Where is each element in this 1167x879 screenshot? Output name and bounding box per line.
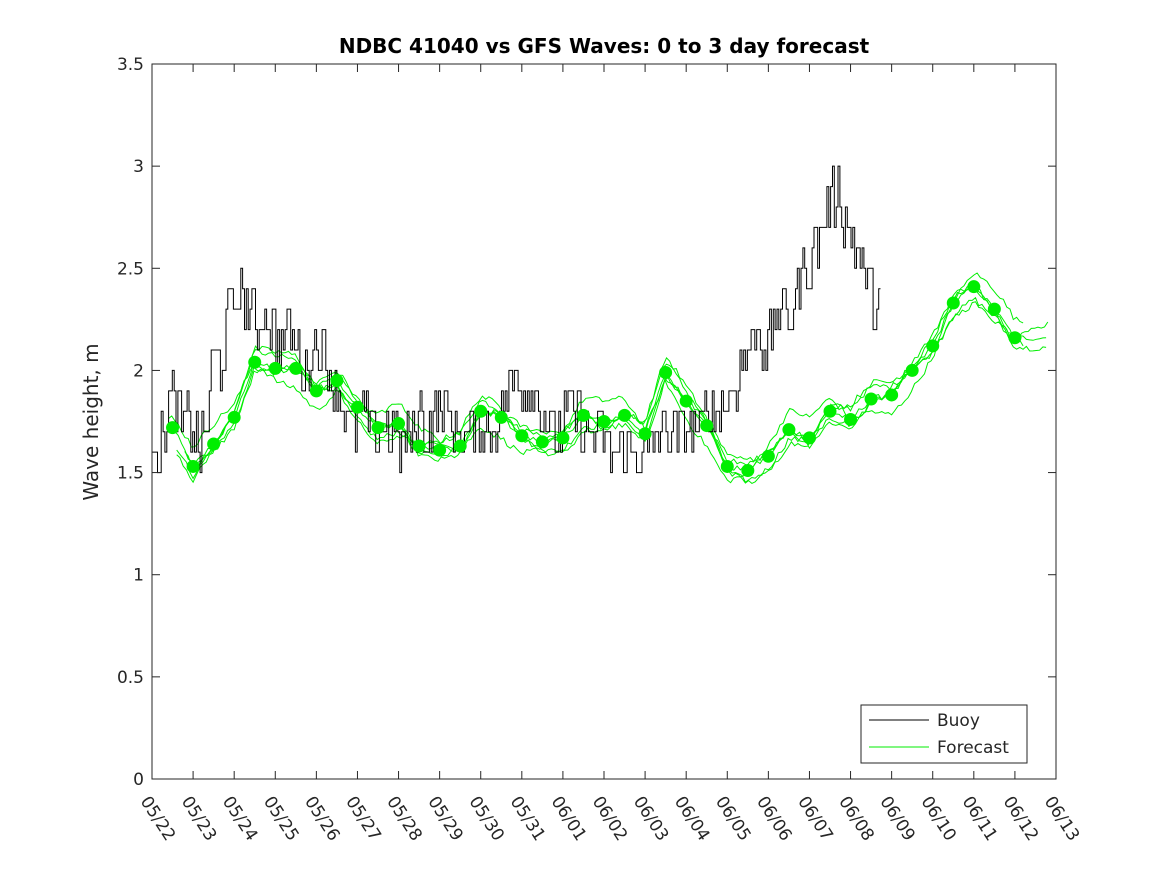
forecast-line (184, 280, 1047, 470)
forecast-point (433, 443, 447, 457)
y-tick-label: 3 (133, 157, 144, 177)
y-tick-label: 1 (133, 566, 144, 586)
forecast-point (186, 459, 200, 473)
forecast-point (268, 361, 282, 375)
forecast-point (330, 374, 344, 388)
legend-box (860, 704, 1028, 764)
forecast-point (987, 302, 1001, 316)
forecast-line (176, 301, 1049, 484)
chart-title: NDBC 41040 vs GFS Waves: 0 to 3 day fore… (339, 34, 870, 58)
forecast-point (309, 384, 323, 398)
forecast-point (207, 437, 221, 451)
forecast-point (556, 431, 570, 445)
legend-forecast-label: Forecast (937, 738, 1009, 758)
forecast-point (638, 427, 652, 441)
forecast-point (844, 412, 858, 426)
forecast-point (248, 355, 262, 369)
y-tick-label: 3.5 (117, 55, 144, 75)
forecast-point (515, 429, 529, 443)
forecast-point (761, 449, 775, 463)
y-tick-label: 0 (133, 770, 144, 790)
y-tick-label: 2.5 (117, 259, 144, 279)
forecast-point (926, 339, 940, 353)
forecast-point (679, 394, 693, 408)
forecast-point (864, 392, 878, 406)
forecast-point (967, 280, 981, 294)
forecast-point (700, 419, 714, 433)
forecast-line (168, 272, 1024, 484)
forecast-point (371, 421, 385, 435)
forecast-point (659, 365, 673, 379)
legend: Buoy Forecast (860, 704, 1028, 764)
forecast-point (453, 439, 467, 453)
forecast-point (741, 464, 755, 478)
forecast-point (227, 410, 241, 424)
forecast-point (597, 415, 611, 428)
y-axis-label: Wave height, m (79, 343, 103, 500)
forecast-point (1008, 331, 1022, 345)
forecast-point (576, 408, 590, 422)
y-tick-label: 2 (133, 361, 144, 381)
forecast-point (535, 435, 549, 449)
forecast-point (823, 404, 837, 418)
forecast-point (946, 296, 960, 310)
forecast-point (166, 421, 180, 435)
y-tick-label: 0.5 (117, 668, 144, 688)
legend-buoy-label: Buoy (937, 711, 980, 731)
forecast-point (289, 361, 303, 375)
forecast-point (494, 410, 508, 424)
forecast-point (618, 408, 632, 422)
forecast-point (905, 363, 919, 377)
forecast-point (350, 400, 364, 414)
forecast-point (412, 439, 426, 453)
forecast-point (474, 404, 488, 418)
forecast-point (720, 459, 734, 473)
forecast-point (392, 417, 406, 431)
forecast-point (885, 388, 899, 402)
plot-area (152, 165, 1049, 484)
forecast-point (802, 431, 816, 445)
y-tick-label: 1.5 (117, 464, 144, 484)
forecast-point (782, 423, 796, 437)
